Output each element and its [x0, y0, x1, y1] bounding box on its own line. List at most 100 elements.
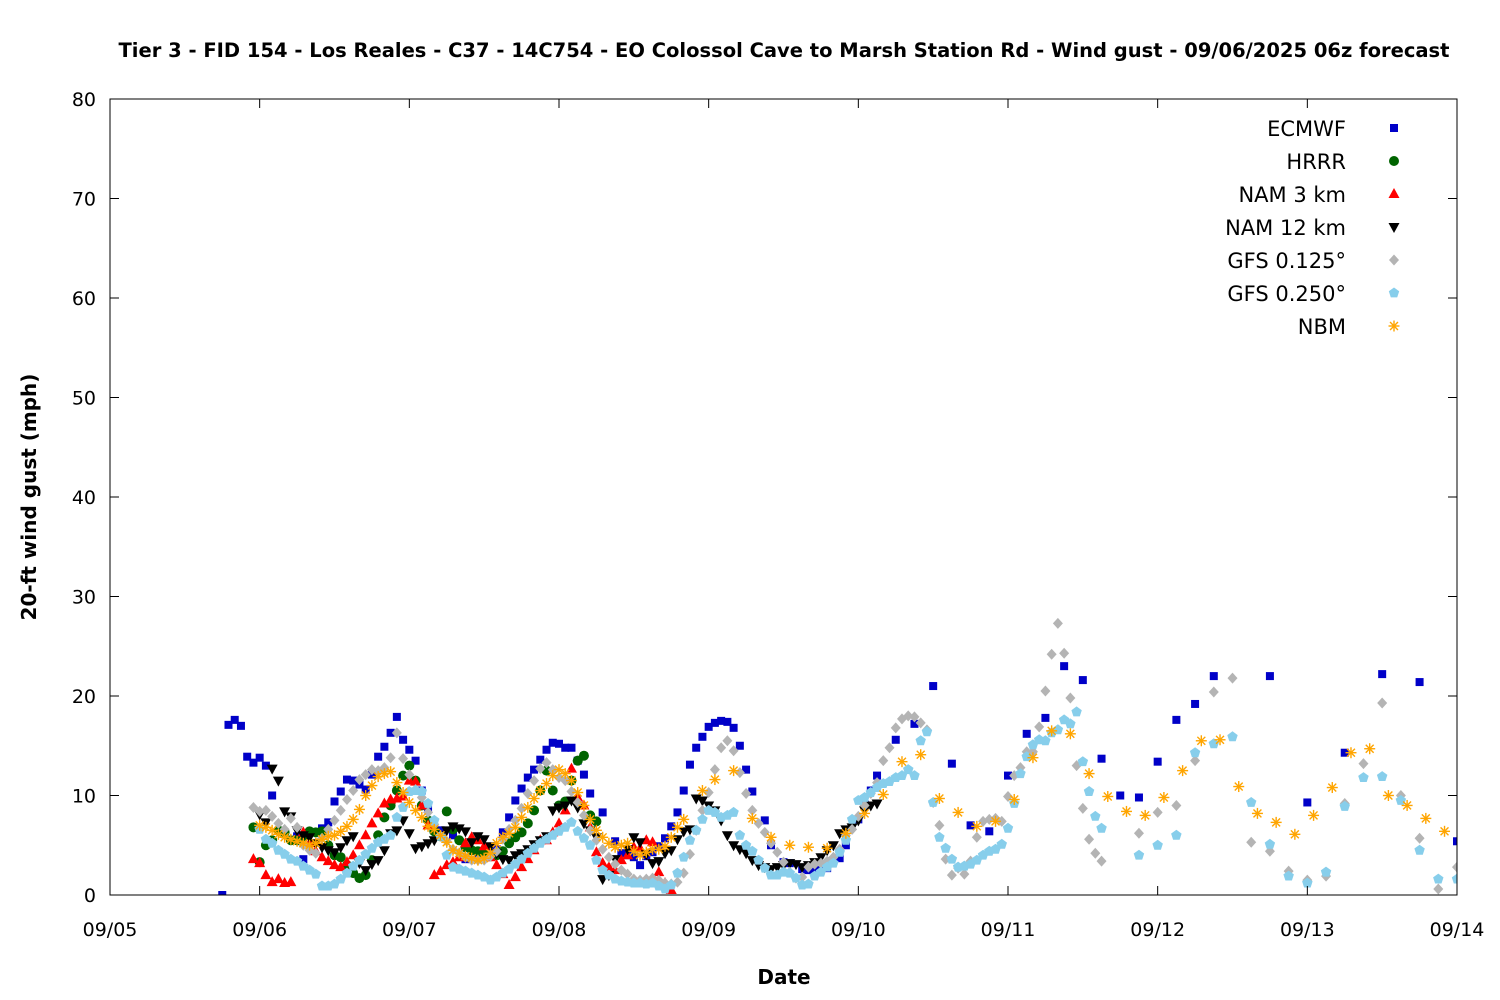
data-point-ecmwf	[1060, 662, 1069, 671]
data-point-nam-3-km	[491, 859, 503, 870]
data-point-ecmwf	[561, 743, 570, 752]
data-point-gfs-0-250	[934, 831, 945, 842]
data-point-hrrr	[516, 827, 527, 838]
data-point-gfs-0-125	[747, 804, 758, 816]
data-point-gfs-0-250	[422, 798, 434, 808]
data-point-nbm	[335, 825, 347, 837]
data-point-nam-12-km	[665, 846, 677, 857]
data-point-gfs-0-250	[666, 879, 677, 890]
data-point-ecmwf	[405, 745, 414, 754]
data-point-nbm	[1476, 792, 1487, 803]
data-point-nbm	[877, 789, 889, 801]
data-point-gfs-0-250	[572, 825, 583, 836]
data-point-nam-3-km	[366, 817, 378, 828]
data-point-gfs-0-125	[716, 742, 727, 754]
data-point-nbm	[603, 837, 615, 849]
data-point-ecmwf	[411, 756, 420, 765]
data-point-hrrr	[547, 785, 558, 796]
data-point-gfs-0-125	[1096, 855, 1107, 867]
data-point-nbm	[765, 831, 777, 843]
data-point-ecmwf	[636, 861, 645, 870]
y-tick-label: 20	[72, 686, 96, 708]
data-point-gfs-0-250	[1065, 718, 1076, 729]
data-point-nbm	[1008, 793, 1020, 805]
data-point-ecmwf	[1041, 713, 1050, 722]
data-point-ecmwf	[1340, 748, 1349, 757]
data-point-nbm	[952, 806, 964, 818]
data-point-gfs-0-250	[846, 813, 858, 824]
data-point-nam-12-km	[403, 829, 415, 840]
legend-marker-gfs-0-125	[1389, 254, 1399, 266]
data-point-ecmwf	[1004, 771, 1012, 780]
data-point-ecmwf	[224, 720, 233, 729]
legend-label-gfs-0-250: GFS 0.250°	[1227, 282, 1346, 306]
data-point-ecmwf	[255, 753, 264, 762]
data-point-gfs-0-125	[703, 787, 714, 799]
x-tick-label: 09/11	[981, 919, 1036, 941]
data-point-nbm	[1345, 747, 1357, 759]
data-point-ecmwf	[299, 855, 308, 864]
data-point-gfs-0-250	[385, 829, 396, 840]
data-point-gfs-0-125	[341, 793, 352, 805]
data-point-nbm	[971, 820, 983, 832]
data-point-ecmwf	[380, 742, 389, 751]
data-point-nam-12-km	[453, 824, 465, 835]
data-point-gfs-0-125	[1433, 883, 1444, 895]
data-point-ecmwf	[748, 787, 757, 796]
data-point-nam-12-km	[559, 801, 571, 812]
data-point-nbm	[266, 824, 278, 836]
data-point-nbm	[1270, 816, 1282, 828]
data-point-ecmwf	[985, 827, 994, 836]
data-point-gfs-0-125	[1489, 837, 1499, 848]
data-point-gfs-0-125	[890, 722, 901, 734]
data-point-nbm	[403, 796, 415, 808]
data-point-ecmwf	[349, 776, 358, 785]
data-point-gfs-0-250	[1433, 873, 1444, 884]
data-point-ecmwf	[230, 715, 239, 724]
data-point-nbm	[1177, 765, 1189, 777]
data-point-nam-3-km	[266, 876, 278, 887]
x-tick-label: 09/09	[681, 919, 736, 941]
data-point-gfs-0-125	[273, 817, 284, 829]
data-point-gfs-0-250	[790, 872, 802, 883]
data-point-gfs-0-125	[603, 851, 614, 863]
data-point-ecmwf	[692, 743, 701, 752]
legend: ECMWF HRRR NAM 3 km NAM 12 km GFS 0.125° GFS …	[1225, 117, 1400, 339]
data-point-nam-3-km	[509, 871, 521, 882]
data-point-nbm	[1439, 825, 1451, 837]
legend-marker-nbm	[1388, 320, 1400, 332]
data-point-ecmwf	[586, 789, 595, 798]
data-point-ecmwf	[579, 770, 588, 779]
data-point-gfs-0-125	[778, 856, 789, 868]
data-point-gfs-0-125	[1065, 692, 1076, 704]
data-point-gfs-0-125	[809, 858, 820, 870]
data-point-gfs-0-125	[260, 804, 271, 816]
y-tick-label: 0	[84, 885, 96, 907]
data-point-nam-3-km	[272, 873, 284, 884]
data-point-ecmwf	[698, 732, 707, 741]
data-point-gfs-0-125	[285, 812, 296, 824]
data-point-gfs-0-250	[1096, 822, 1107, 833]
data-point-gfs-0-125	[385, 752, 396, 764]
data-point-nbm	[553, 764, 565, 776]
data-point-ecmwf	[1303, 798, 1312, 807]
data-point-gfs-0-125	[946, 869, 957, 881]
data-point-nbm	[497, 831, 509, 843]
data-point-nbm	[428, 823, 440, 835]
data-point-nam-3-km	[260, 869, 272, 880]
data-point-nbm	[1158, 791, 1170, 803]
data-point-ecmwf	[735, 741, 744, 750]
data-point-gfs-0-125	[366, 764, 377, 776]
data-point-nam-3-km	[459, 837, 471, 848]
data-point-nbm	[1251, 807, 1263, 819]
data-point-ecmwf	[261, 761, 270, 770]
data-point-gfs-0-250	[1489, 809, 1499, 819]
data-point-gfs-0-125	[335, 804, 346, 816]
data-point-nam-3-km	[316, 851, 328, 862]
data-point-gfs-0-250	[1227, 731, 1238, 742]
data-point-ecmwf	[517, 784, 526, 793]
data-point-gfs-0-250	[391, 811, 403, 822]
x-tick-label: 09/07	[382, 919, 437, 941]
data-point-nbm	[1364, 743, 1376, 755]
data-point-gfs-0-125	[915, 717, 926, 729]
